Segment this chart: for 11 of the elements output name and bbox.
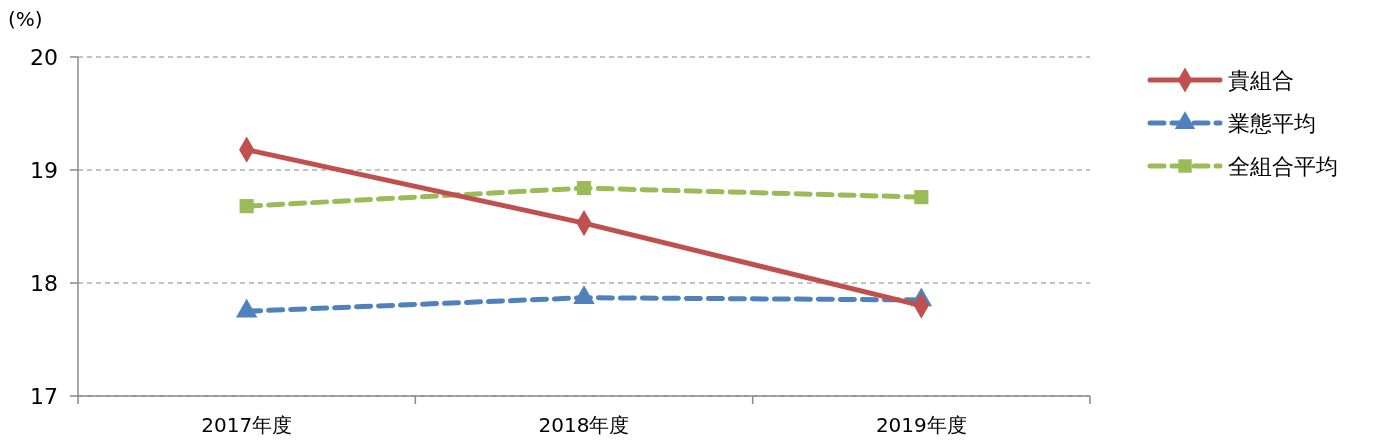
y-tick-label: 17: [30, 383, 58, 409]
y-tick-label: 18: [30, 270, 58, 296]
legend-label: 業態平均: [1228, 110, 1316, 136]
x-tick-label: 2018年度: [538, 413, 630, 437]
x-tick-label: 2017年度: [201, 413, 293, 437]
y-tick-label: 19: [30, 157, 58, 183]
y-tick-label: 20: [30, 44, 58, 70]
y-axis-title: (%): [8, 7, 43, 31]
x-tick-label: 2019年度: [875, 413, 967, 437]
legend-label: 全組合平均: [1228, 153, 1338, 179]
legend-label: 貴組合: [1228, 67, 1294, 93]
